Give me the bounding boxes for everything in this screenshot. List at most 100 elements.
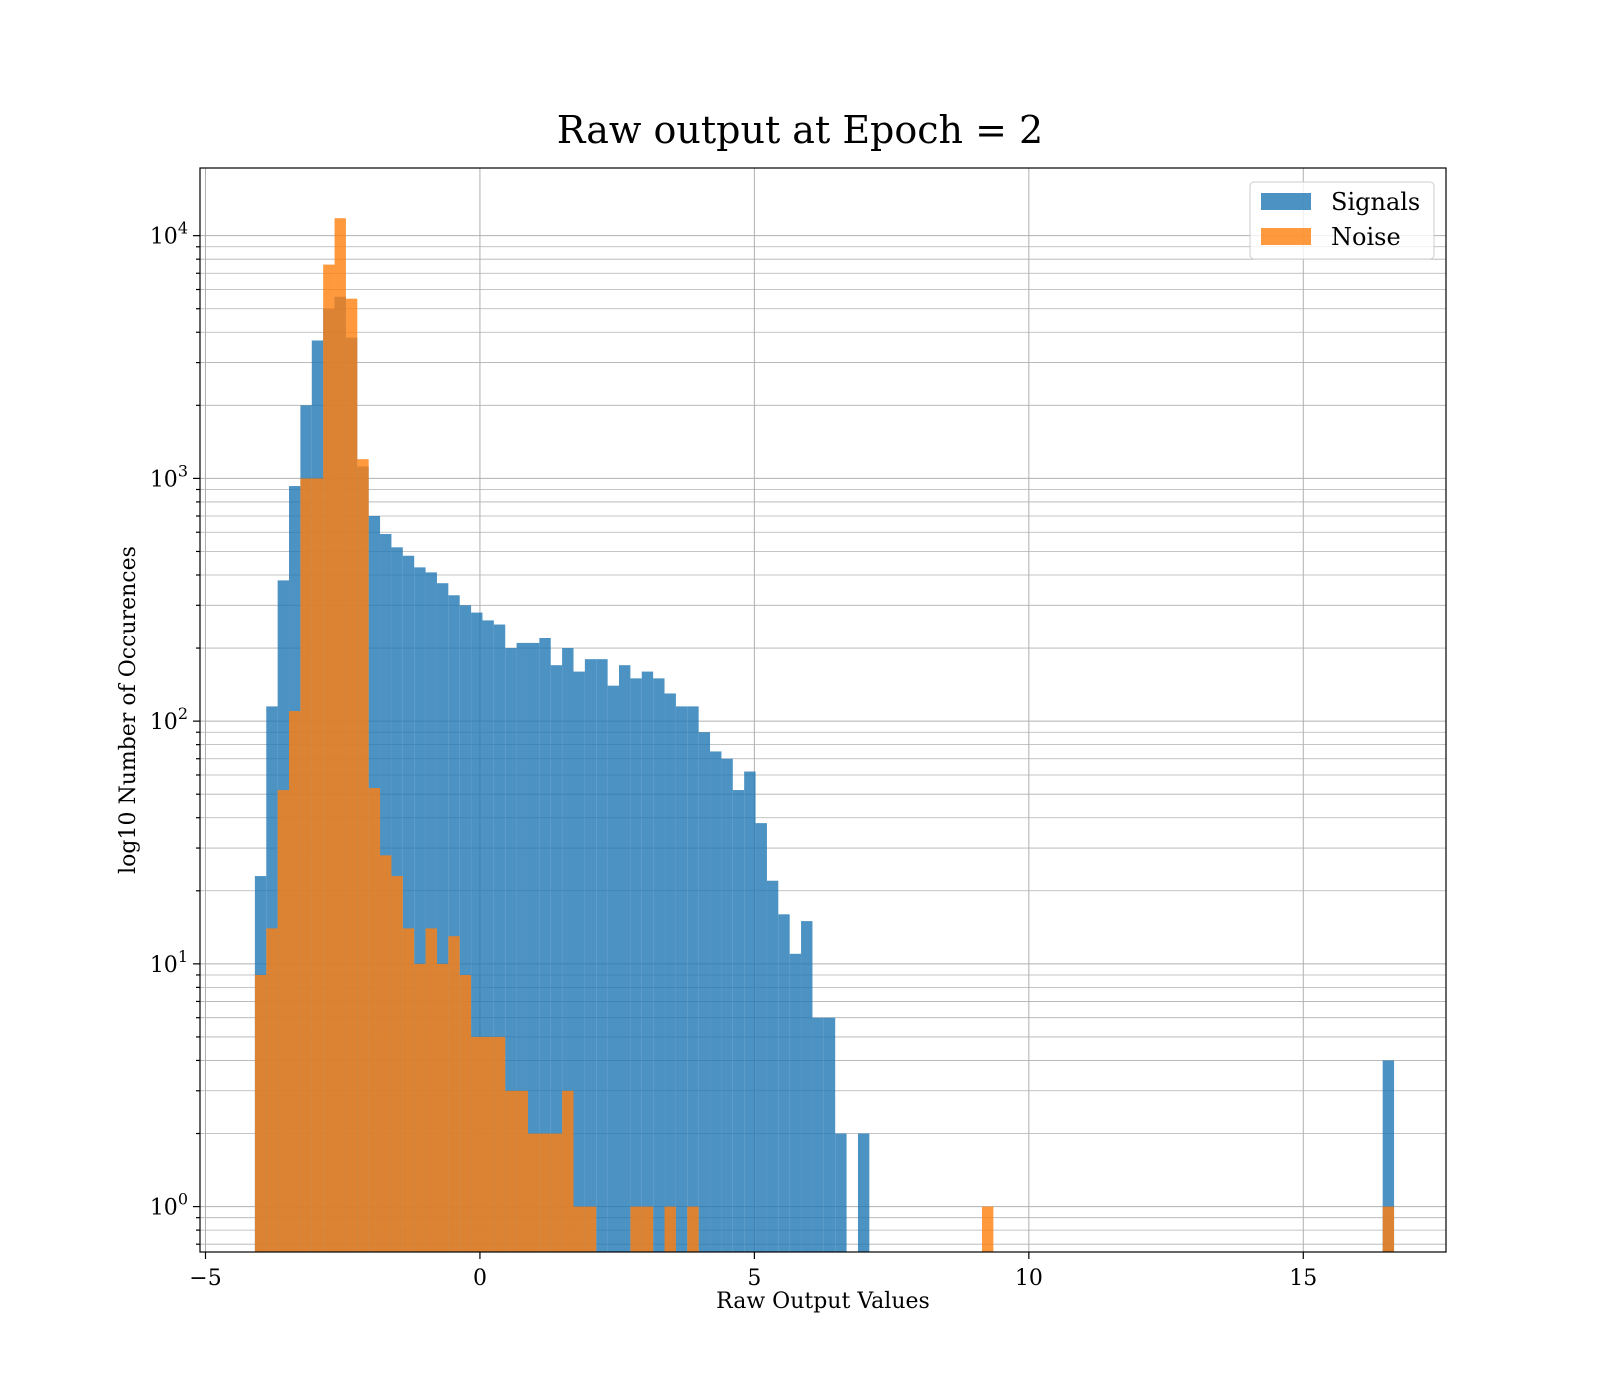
y-tick-label: 102 [150,704,188,735]
x-axis-ticks: −5 0 5 10 15 [189,1252,1317,1291]
bar-signals [835,1133,847,1252]
bar-signals [573,671,585,1252]
legend-label-signals: Signals [1331,188,1420,216]
bar-signals [789,953,802,1252]
bar-noise [505,1090,517,1252]
bar-signals [755,823,767,1252]
bar-signals [744,771,756,1252]
bar-noise [471,1036,483,1252]
y-tick-label: 101 [150,947,188,978]
bar-signals [766,880,779,1252]
bar-noise [402,928,415,1252]
bar-signals [550,665,563,1252]
bar-noise [664,1206,676,1252]
bar-signals [630,678,642,1252]
bar-noise [981,1206,994,1252]
bar-signals [607,685,620,1252]
bar-noise [459,974,472,1252]
x-tick-label: 15 [1289,1266,1317,1291]
bar-signals [801,921,813,1252]
legend-swatch-noise [1261,228,1311,245]
bar-noise [368,788,381,1252]
bar-signals [539,638,551,1252]
bar-noise [539,1133,551,1252]
bar-signals [493,624,506,1252]
legend-swatch-signals [1261,193,1311,210]
bar-noise [391,876,403,1252]
bar-signals [664,693,676,1252]
bar-noise [277,790,290,1252]
bar-signals [778,914,790,1252]
bar-signals [857,1133,870,1252]
bar-noise [289,711,301,1252]
bar-signals [641,671,654,1252]
bar-signals [482,620,494,1252]
bar-signals [402,555,415,1252]
chart-title: Raw output at Epoch = 2 [557,108,1043,152]
bar-noise [493,1036,506,1252]
bar-signals [1382,1060,1395,1252]
bar-noise [527,1133,540,1252]
bar-noise [584,1206,597,1252]
bar-signals [732,790,745,1252]
bar-signals [721,758,733,1252]
bar-noise [323,264,335,1253]
bar-signals [710,751,722,1252]
y-axis-ticks: 100 101 102 103 104 [150,219,200,1245]
bar-noise [562,1090,574,1252]
bar-noise [425,928,437,1252]
bar-noise [334,218,346,1253]
bar-noise [482,1036,494,1252]
x-tick-label: 5 [747,1266,761,1291]
bar-signals [459,605,472,1252]
bar-noise [630,1206,642,1252]
bar-signals [471,612,483,1252]
bar-noise [1382,1206,1395,1252]
bar-signals [516,642,528,1252]
bar-signals [812,1017,824,1252]
bar-noise [436,963,449,1252]
bar-noise [448,936,460,1252]
bar-noise [550,1133,563,1252]
bar-noise [573,1206,585,1252]
x-tick-label: 10 [1015,1266,1043,1291]
bar-signals [505,648,517,1252]
bar-signals [436,583,449,1252]
x-tick-label: −5 [189,1266,221,1291]
bar-noise [414,963,426,1252]
bar-signals [414,567,426,1252]
bar-noise [357,459,369,1253]
bar-signals [675,706,688,1252]
bar-signals [425,572,437,1252]
bar-noise [516,1090,528,1252]
bar-signals [527,642,540,1252]
bar-signals [653,678,665,1252]
bar-signals [562,648,574,1252]
bar-noise [311,478,324,1252]
bar-noise [254,974,267,1252]
bar-signals [584,659,597,1252]
bar-signals [448,595,460,1252]
legend: Signals Noise [1249,181,1435,260]
bar-signals [687,706,699,1252]
bar-signals [823,1017,836,1252]
x-tick-label: 0 [473,1266,487,1291]
bar-signals [596,659,608,1252]
bar-signals [619,665,631,1252]
bar-signals [698,732,711,1252]
y-axis-label: log10 Number of Occurences [116,546,141,874]
bar-noise [345,298,358,1252]
x-axis-label: Raw Output Values [716,1289,930,1314]
legend-label-noise: Noise [1331,223,1401,251]
histogram-bars [254,218,1395,1253]
bar-noise [300,478,312,1252]
bar-noise [380,855,392,1252]
y-tick-label: 100 [150,1190,188,1221]
y-tick-label: 103 [150,461,188,492]
y-tick-label: 104 [150,219,188,250]
bar-noise [687,1206,699,1252]
bar-noise [641,1206,654,1252]
plot-frame [199,167,1447,1253]
bar-noise [266,928,278,1252]
